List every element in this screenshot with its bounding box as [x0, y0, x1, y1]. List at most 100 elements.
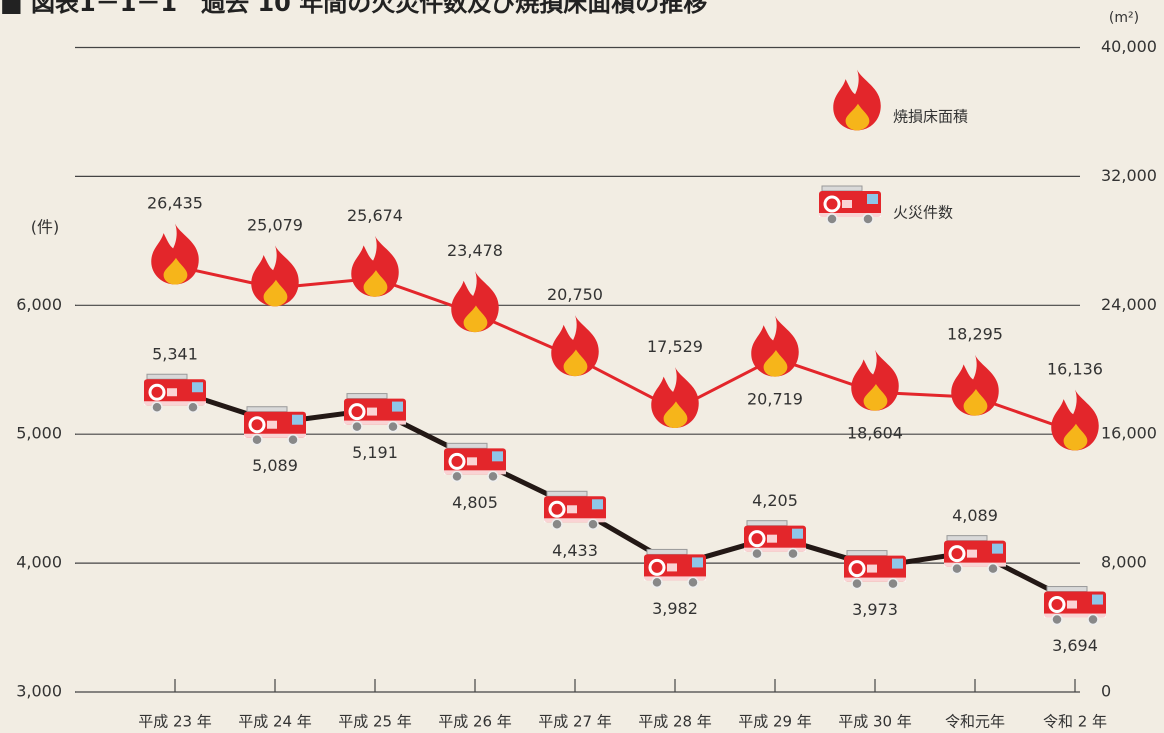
data-label: 4,433 — [552, 541, 598, 560]
truck-wheel — [752, 549, 762, 559]
legend-icon — [819, 186, 881, 224]
truck-ladder — [147, 374, 187, 379]
truck-marker — [344, 394, 406, 432]
truck-wheel — [988, 564, 998, 574]
truck-wheel — [588, 519, 598, 529]
truck-window — [592, 499, 603, 509]
truck-wheel — [852, 579, 862, 589]
truck-wheel — [452, 471, 462, 481]
data-label: 4,805 — [452, 493, 498, 512]
chart: ■ 図表1－1－1 過去 10 年間の火災件数及び焼損床面積の推移 (件) (m… — [0, 0, 1164, 733]
truck-wheel — [552, 519, 562, 529]
truck-wheel — [288, 435, 298, 445]
truck-marker — [644, 549, 706, 587]
truck-wheel — [688, 577, 698, 587]
truck-panel — [667, 563, 677, 571]
data-label: 25,079 — [247, 215, 303, 234]
flame-marker — [251, 246, 299, 307]
x-tick-label: 平成 23 年 — [138, 713, 212, 731]
truck-ladder — [347, 394, 387, 399]
truck-window — [867, 194, 878, 204]
truck-wheel — [488, 471, 498, 481]
truck-marker — [1044, 587, 1106, 625]
x-tick-label: 平成 29 年 — [738, 713, 812, 731]
truck-wheel — [652, 577, 662, 587]
flame-marker — [851, 350, 899, 411]
truck-window — [392, 402, 403, 412]
x-tick-label: 平成 26 年 — [438, 713, 512, 731]
truck-ladder — [647, 549, 687, 554]
truck-ladder — [1047, 587, 1087, 592]
chart-title: ■ 図表1－1－1 過去 10 年間の火災件数及び焼損床面積の推移 — [0, 0, 707, 17]
data-label: 20,750 — [547, 285, 603, 304]
truck-marker — [244, 407, 306, 445]
truck-ladder — [447, 443, 487, 448]
truck-marker — [944, 536, 1006, 574]
truck-panel — [1067, 601, 1077, 609]
flame-marker — [651, 367, 699, 428]
y2-axis-label: (m²) — [1109, 10, 1139, 26]
y-tick-label: 3,000 — [16, 682, 62, 701]
truck-panel — [967, 550, 977, 558]
truck-panel — [767, 535, 777, 543]
truck-wheel — [352, 422, 362, 432]
flame-marker — [151, 224, 199, 285]
x-tick-label: 平成 30 年 — [838, 713, 912, 731]
truck-ladder — [947, 536, 987, 541]
series-line — [175, 390, 1075, 602]
x-tick-label: 平成 25 年 — [338, 713, 412, 731]
truck-ladder — [247, 407, 287, 412]
truck-marker — [144, 374, 206, 412]
truck-ladder — [547, 491, 587, 496]
truck-panel — [167, 388, 177, 396]
truck-wheel — [152, 402, 162, 412]
y-tick-label: 6,000 — [16, 295, 62, 314]
truck-wheel — [863, 214, 873, 224]
truck-wheel — [252, 435, 262, 445]
x-tick-label: 平成 27 年 — [538, 713, 612, 731]
x-tick-label: 令和 2 年 — [1043, 713, 1107, 731]
flame-marker — [351, 236, 399, 297]
truck-marker — [544, 491, 606, 529]
truck-ladder — [847, 551, 887, 556]
truck-wheel — [888, 579, 898, 589]
truck-wheel — [188, 402, 198, 412]
data-label: 25,674 — [347, 206, 403, 225]
truck-wheel — [1088, 615, 1098, 625]
flame-marker — [751, 316, 799, 377]
truck-panel — [842, 200, 852, 208]
truck-window — [492, 451, 503, 461]
y2-tick-label: 24,000 — [1101, 295, 1157, 314]
data-label: 3,694 — [1052, 636, 1098, 655]
truck-wheel — [952, 564, 962, 574]
x-tick-label: 平成 24 年 — [238, 713, 312, 731]
truck-window — [992, 544, 1003, 554]
truck-marker — [744, 521, 806, 559]
x-tick-label: 平成 28 年 — [638, 713, 712, 731]
y-tick-label: 4,000 — [16, 553, 62, 572]
data-label: 4,089 — [952, 506, 998, 525]
truck-ladder — [747, 521, 787, 526]
flame-marker — [1051, 390, 1099, 451]
data-label: 20,719 — [747, 390, 803, 409]
y2-tick-label: 8,000 — [1101, 553, 1147, 572]
truck-marker — [444, 443, 506, 481]
truck-window — [192, 382, 203, 392]
x-tick-label: 令和元年 — [945, 713, 1005, 731]
truck-panel — [867, 565, 877, 573]
data-label: 18,604 — [847, 424, 903, 443]
truck-ladder — [822, 186, 862, 191]
truck-panel — [467, 457, 477, 465]
flame-marker — [551, 315, 599, 376]
y-axis-label: (件) — [31, 218, 60, 237]
truck-window — [892, 559, 903, 569]
truck-wheel — [388, 422, 398, 432]
data-label: 3,973 — [852, 600, 898, 619]
truck-wheel — [827, 214, 837, 224]
legend-label: 焼損床面積 — [893, 108, 968, 126]
truck-panel — [267, 421, 277, 429]
data-label: 17,529 — [647, 337, 703, 356]
y-tick-label: 5,000 — [16, 424, 62, 443]
truck-window — [692, 557, 703, 567]
truck-window — [1092, 595, 1103, 605]
